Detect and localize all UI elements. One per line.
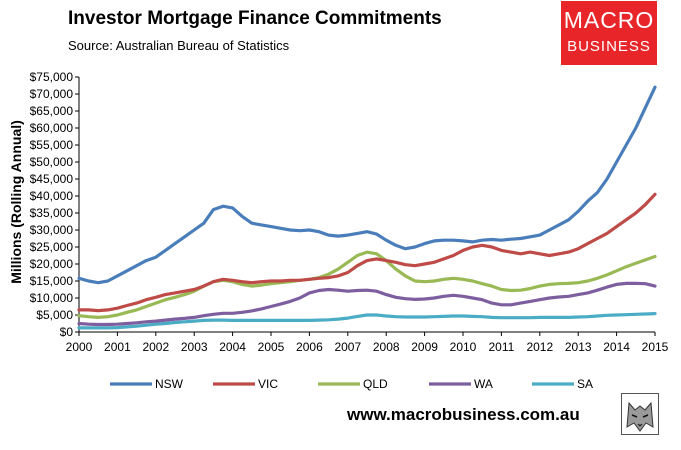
- macro-business-logo: MACRO BUSINESS: [561, 1, 657, 65]
- x-tick-label: 2006: [296, 340, 323, 354]
- x-tick-label: 2012: [526, 340, 553, 354]
- x-tick-label: 2011: [488, 340, 514, 354]
- chart-subtitle: Source: Australian Bureau of Statistics: [68, 38, 290, 53]
- y-axis-label: Millions (Rolling Annual): [8, 120, 24, 284]
- legend-label-wa: WA: [474, 377, 493, 391]
- y-tick-label: $25,000: [30, 240, 74, 254]
- x-tick-label: 2001: [104, 340, 131, 354]
- y-tick-label: $70,000: [30, 87, 74, 101]
- series-line-vic: [77, 192, 657, 313]
- chart-axes: $0 $5,000 $10,000 $15,000 $20,000 $25,000 $30,…: [30, 70, 669, 354]
- legend-label-nsw: NSW: [155, 377, 184, 391]
- y-tick-label: $45,000: [30, 172, 74, 186]
- legend-label-sa: SA: [577, 377, 593, 391]
- y-tick-label: $5,000: [36, 308, 73, 322]
- series-line-nsw: [77, 85, 657, 285]
- x-tick-label: 2005: [258, 340, 285, 354]
- y-tick-label: $65,000: [30, 104, 74, 118]
- y-tick-label: $0: [60, 325, 74, 339]
- y-tick-label: $15,000: [30, 274, 74, 288]
- x-tick-label: 2002: [142, 340, 169, 354]
- x-tick-label: 2000: [66, 340, 93, 354]
- y-tick-label: $10,000: [30, 291, 74, 305]
- wolf-logo-icon: [621, 393, 659, 435]
- x-tick-label: 2007: [334, 340, 361, 354]
- series-line-sa: [77, 312, 657, 330]
- series-line-wa: [77, 281, 657, 327]
- y-tick-label: $75,000: [30, 70, 74, 84]
- chart-legend: NSW VIC QLD WA SA: [110, 377, 593, 391]
- x-tick-label: 2014: [603, 340, 630, 354]
- y-tick-label: $20,000: [30, 257, 74, 271]
- x-tick-label: 2003: [181, 340, 208, 354]
- legend-label-vic: VIC: [258, 377, 278, 391]
- x-tick-label: 2004: [219, 340, 246, 354]
- chart-series: [77, 85, 657, 330]
- y-tick-label: $55,000: [30, 138, 74, 152]
- x-tick-label: 2015: [642, 340, 669, 354]
- website-url: www.macrobusiness.com.au: [347, 405, 580, 424]
- y-tick-label: $35,000: [30, 206, 74, 220]
- legend-label-qld: QLD: [363, 377, 388, 391]
- logo-line-2: BUSINESS: [567, 38, 651, 55]
- chart-title: Investor Mortgage Finance Commitments: [68, 8, 442, 29]
- y-tick-label: $40,000: [30, 189, 74, 203]
- logo-line-1: MACRO: [563, 7, 655, 33]
- x-tick-label: 2008: [373, 340, 400, 354]
- y-tick-label: $60,000: [30, 121, 74, 135]
- x-tick-label: 2010: [450, 340, 477, 354]
- series-line-qld: [77, 250, 657, 319]
- x-tick-label: 2013: [565, 340, 592, 354]
- y-tick-label: $30,000: [30, 223, 74, 237]
- x-tick-label: 2009: [411, 340, 438, 354]
- y-tick-label: $50,000: [30, 155, 74, 169]
